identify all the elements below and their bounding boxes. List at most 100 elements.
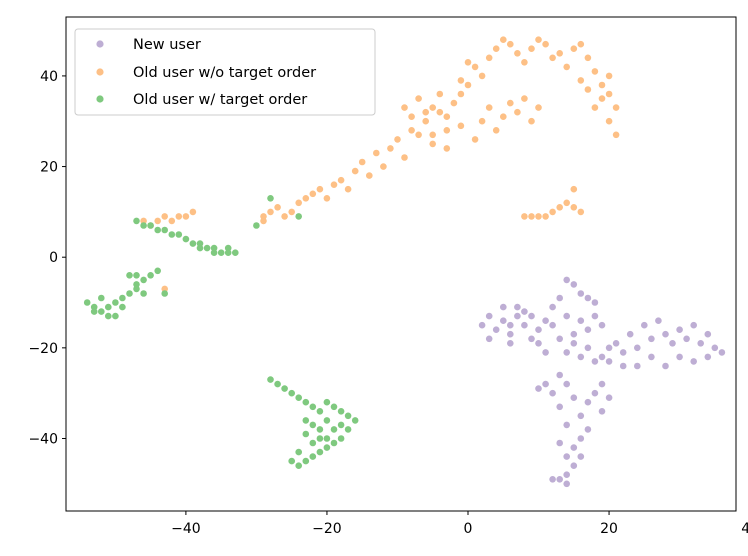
point-old-user-w-o-target-order-3 <box>281 213 288 220</box>
point-old-user-w-target-order-70 <box>323 435 331 442</box>
point-new-user-23 <box>584 344 592 352</box>
x-tick-label: 0 <box>464 521 473 537</box>
point-old-user-w-o-target-order-23 <box>422 117 430 125</box>
point-old-user-w-o-target-order-6 <box>302 195 310 202</box>
point-old-user-w-target-order-16 <box>98 294 105 302</box>
point-new-user-67 <box>577 412 585 420</box>
point-old-user-w-o-target-order-47 <box>591 68 599 75</box>
point-old-user-w-target-order-31 <box>210 249 218 256</box>
point-old-user-w-target-order-74 <box>316 435 324 442</box>
y-tick-label: 20 <box>40 160 58 176</box>
point-old-user-w-target-order-32 <box>217 249 225 256</box>
point-old-user-w-o-target-order-5 <box>295 199 303 207</box>
point-old-user-w-target-order-55 <box>344 426 352 433</box>
point-old-user-w-o-target-order-50 <box>612 104 620 111</box>
point-new-user-34 <box>669 340 676 347</box>
point-old-user-w-o-target-order-48 <box>598 81 606 89</box>
point-new-user-0 <box>478 321 486 329</box>
point-new-user-16 <box>563 312 570 320</box>
point-new-user-35 <box>676 326 683 334</box>
point-new-user-24 <box>598 353 606 361</box>
point-new-user-81 <box>549 476 556 483</box>
point-new-user-6 <box>514 312 521 320</box>
point-new-user-27 <box>619 349 627 356</box>
point-new-user-69 <box>591 389 599 397</box>
point-old-user-w-target-order-49 <box>316 408 324 415</box>
point-old-user-w-target-order-62 <box>295 462 303 470</box>
point-old-user-w-target-order-9 <box>140 276 147 284</box>
point-old-user-w-o-target-order-97 <box>570 204 578 211</box>
point-old-user-w-o-target-order-8 <box>316 185 324 193</box>
point-old-user-w-o-target-order-58 <box>485 104 493 111</box>
legend: New user Old user w/o target order Old u… <box>74 28 376 116</box>
point-old-user-w-o-target-order-40 <box>542 40 549 48</box>
point-new-user-55 <box>556 335 563 343</box>
point-old-user-w-o-target-order-38 <box>528 45 535 52</box>
legend-label-old-user-w-target: Old user w/ target order <box>133 92 307 108</box>
point-old-user-w-o-target-order-66 <box>478 117 486 125</box>
point-new-user-21 <box>591 312 599 320</box>
point-old-user-w-target-order-50 <box>323 398 331 406</box>
point-new-user-28 <box>626 330 634 338</box>
point-old-user-w-target-order-58 <box>323 444 331 451</box>
point-old-user-w-o-target-order-63 <box>528 117 535 125</box>
point-old-user-w-o-target-order-26 <box>443 127 451 134</box>
point-new-user-82 <box>563 453 570 460</box>
point-old-user-w-o-target-order-68 <box>457 122 465 130</box>
point-old-user-w-o-target-order-39 <box>535 36 542 43</box>
point-old-user-w-target-order-10 <box>147 272 154 279</box>
point-new-user-18 <box>577 317 585 325</box>
point-new-user-77 <box>570 462 578 470</box>
y-tick-label: 40 <box>40 69 58 85</box>
point-old-user-w-o-target-order-9 <box>323 195 331 202</box>
point-old-user-w-target-order-46 <box>295 394 303 402</box>
point-new-user-33 <box>662 330 669 338</box>
point-old-user-w-target-order-14 <box>119 294 126 302</box>
point-new-user-66 <box>556 403 563 411</box>
x-tick-label: −20 <box>312 521 342 537</box>
point-old-user-w-target-order-2 <box>98 308 105 315</box>
point-old-user-w-o-target-order-41 <box>549 54 556 62</box>
point-old-user-w-target-order-7 <box>126 290 133 297</box>
point-old-user-w-target-order-66 <box>302 430 310 438</box>
point-new-user-13 <box>549 303 556 311</box>
point-new-user-31 <box>648 335 655 343</box>
point-new-user-61 <box>542 380 549 388</box>
point-old-user-w-target-order-71 <box>309 421 317 429</box>
point-new-user-10 <box>535 326 542 334</box>
point-old-user-w-o-target-order-17 <box>380 163 387 170</box>
point-old-user-w-o-target-order-65 <box>492 127 500 134</box>
point-old-user-w-target-order-28 <box>189 240 197 247</box>
x-tick-label: −40 <box>171 521 201 537</box>
point-old-user-w-target-order-19 <box>133 272 140 279</box>
point-old-user-w-o-target-order-87 <box>189 208 197 216</box>
point-old-user-w-o-target-order-82 <box>154 217 161 225</box>
point-old-user-w-o-target-order-37 <box>521 59 528 66</box>
point-old-user-w-o-target-order-34 <box>500 36 507 43</box>
points-layer <box>83 36 726 488</box>
point-new-user-80 <box>563 480 570 488</box>
legend-box <box>74 28 376 116</box>
point-old-user-w-o-target-order-7 <box>309 190 317 198</box>
point-old-user-w-target-order-45 <box>288 389 296 397</box>
point-old-user-w-target-order-36 <box>210 244 218 252</box>
point-old-user-w-o-target-order-24 <box>429 140 437 148</box>
point-old-user-w-o-target-order-11 <box>337 176 345 184</box>
point-old-user-w-target-order-65 <box>309 439 317 447</box>
point-old-user-w-o-target-order-44 <box>570 45 578 52</box>
point-old-user-w-target-order-21 <box>140 222 147 229</box>
point-new-user-76 <box>577 453 585 460</box>
point-old-user-w-o-target-order-86 <box>182 213 190 220</box>
point-old-user-w-target-order-11 <box>154 267 161 275</box>
point-old-user-w-target-order-0 <box>83 299 91 306</box>
point-new-user-43 <box>648 353 655 361</box>
point-new-user-5 <box>507 330 514 338</box>
point-new-user-70 <box>598 408 606 415</box>
point-new-user-38 <box>697 340 704 347</box>
point-new-user-53 <box>535 340 542 347</box>
point-old-user-w-o-target-order-56 <box>591 104 599 111</box>
point-new-user-89 <box>591 299 599 306</box>
point-old-user-w-o-target-order-67 <box>471 136 479 143</box>
point-old-user-w-o-target-order-20 <box>401 154 408 161</box>
point-old-user-w-o-target-order-43 <box>563 63 570 71</box>
